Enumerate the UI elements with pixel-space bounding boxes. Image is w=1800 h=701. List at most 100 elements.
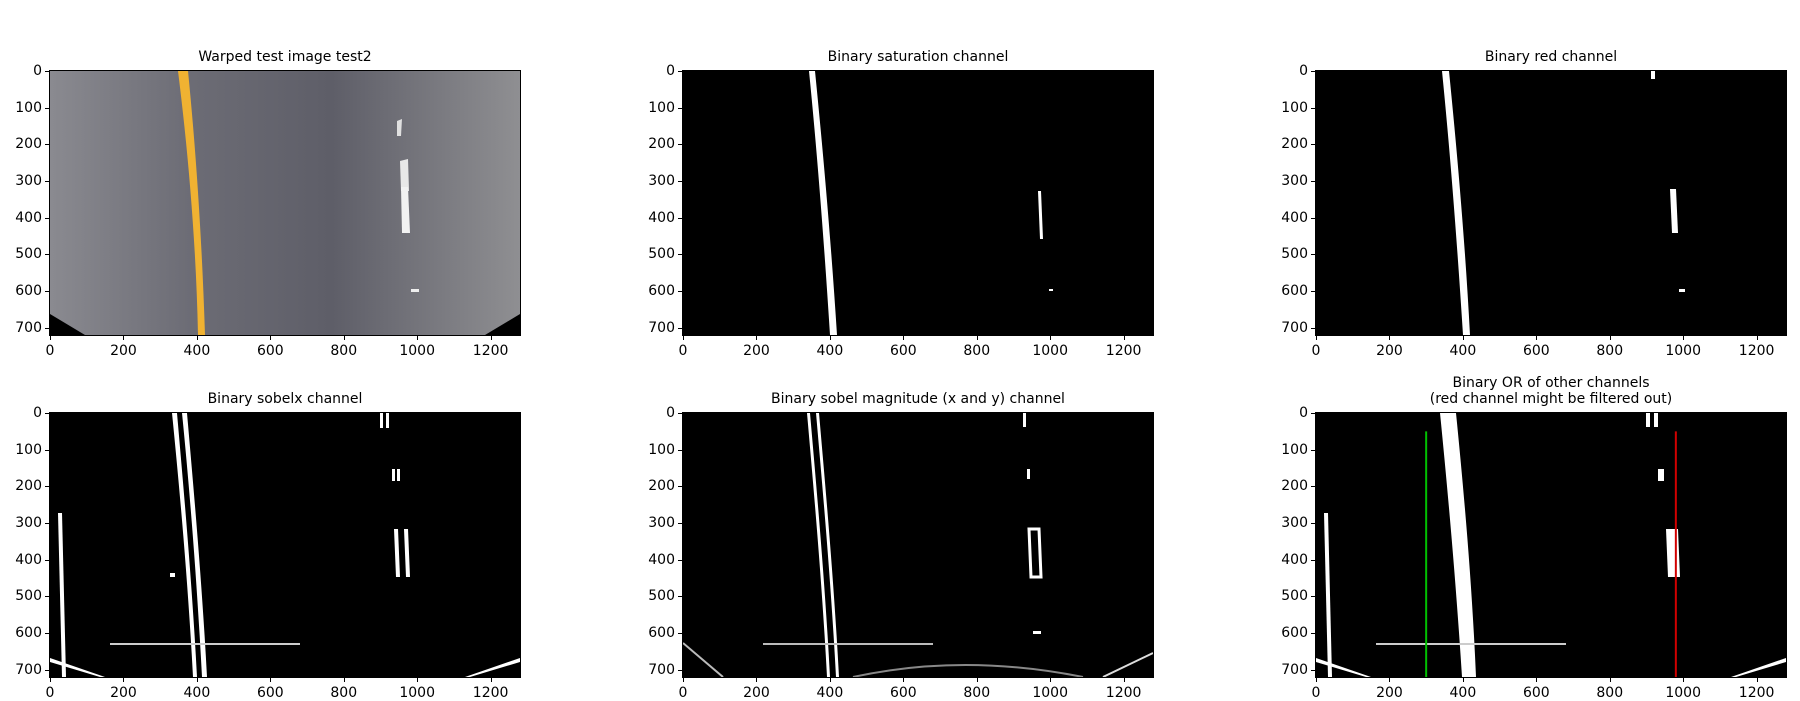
y-tick-label: 0 — [1299, 405, 1308, 421]
x-tick-mark — [976, 677, 978, 682]
y-tick-mark — [1311, 486, 1316, 488]
x-tick-mark — [50, 335, 51, 340]
y-tick-label: 500 — [15, 588, 42, 605]
y-tick-label: 200 — [648, 136, 675, 153]
y-tick-mark — [45, 596, 50, 598]
x-tick-label: 600 — [889, 685, 917, 701]
x-tick-label: 800 — [330, 343, 358, 359]
y-tick-mark — [678, 107, 683, 109]
panel-title: Warped test image test2 — [198, 49, 372, 65]
x-tick-label: 0 — [678, 685, 688, 701]
panel-title: Binary OR of other channels (red channel… — [1429, 375, 1673, 407]
x-tick-label: 200 — [1376, 343, 1403, 359]
y-tick-mark — [1311, 107, 1316, 109]
y-tick-label: 700 — [1281, 319, 1308, 336]
x-tick-label: 0 — [45, 685, 55, 701]
y-tick-mark — [678, 144, 683, 146]
x-tick-mark — [683, 677, 684, 682]
y-tick-mark — [1311, 449, 1316, 451]
y-tick-mark — [45, 217, 50, 219]
y-tick-label: 0 — [1299, 63, 1308, 79]
x-tick-label: 1200 — [472, 343, 509, 359]
x-tick-label: 600 — [256, 685, 284, 701]
x-tick-label: 200 — [1376, 685, 1403, 701]
y-tick-label: 400 — [1281, 209, 1308, 226]
y-tick-label: 700 — [15, 661, 42, 678]
y-tick-mark — [1311, 217, 1316, 219]
x-tick-mark — [1462, 677, 1464, 682]
x-tick-mark — [903, 335, 905, 340]
x-tick-mark — [1316, 677, 1317, 682]
y-tick-label: 400 — [648, 209, 675, 226]
y-tick-label: 300 — [1281, 173, 1308, 189]
y-tick-mark — [678, 254, 683, 256]
y-tick-mark — [678, 596, 683, 598]
x-tick-mark — [1609, 677, 1611, 682]
y-tick-mark — [45, 523, 50, 524]
panel-title: Binary saturation channel — [827, 49, 1009, 65]
warped-road-image — [50, 71, 520, 335]
y-tick-mark — [1311, 181, 1316, 182]
x-tick-mark — [1050, 677, 1052, 682]
x-tick-label: 400 — [183, 343, 211, 359]
y-tick-label: 200 — [1281, 136, 1308, 153]
x-tick-label: 1200 — [1105, 343, 1142, 359]
y-tick-label: 200 — [1281, 478, 1308, 495]
x-tick-label: 600 — [256, 343, 284, 359]
x-tick-mark — [417, 677, 419, 682]
y-tick-label: 600 — [648, 625, 675, 641]
x-tick-label: 1000 — [1665, 685, 1702, 701]
x-tick-mark — [1389, 335, 1391, 340]
panel-title: Binary sobel magnitude (x and y) channel — [771, 391, 1065, 407]
y-tick-label: 200 — [15, 136, 42, 153]
red-plot — [1315, 70, 1787, 336]
x-tick-label: 1000 — [399, 685, 436, 701]
y-tick-mark — [45, 144, 50, 146]
x-tick-mark — [490, 335, 492, 340]
x-tick-mark — [1683, 677, 1685, 682]
y-tick-label: 0 — [666, 63, 675, 79]
y-tick-label: 300 — [648, 173, 675, 189]
x-tick-mark — [1756, 335, 1758, 340]
x-tick-mark — [683, 335, 684, 340]
y-tick-mark — [1311, 291, 1316, 292]
x-tick-mark — [1683, 335, 1685, 340]
panel-title: Binary red channel — [1484, 49, 1618, 65]
y-tick-mark — [1311, 596, 1316, 598]
x-tick-mark — [1609, 335, 1611, 340]
x-tick-label: 800 — [963, 343, 991, 359]
y-tick-label: 500 — [648, 246, 675, 263]
warped-image-plot — [49, 70, 521, 336]
x-tick-mark — [343, 335, 345, 340]
x-tick-label: 400 — [816, 685, 844, 701]
x-tick-mark — [1050, 335, 1052, 340]
binary-or-image — [1316, 413, 1786, 677]
x-tick-mark — [1536, 677, 1538, 682]
x-tick-mark — [829, 677, 831, 682]
x-tick-label: 1200 — [1738, 343, 1775, 359]
x-tick-label: 0 — [678, 343, 688, 359]
y-tick-mark — [678, 291, 683, 292]
binary-or-plot — [1315, 412, 1787, 678]
x-tick-label: 1000 — [1665, 343, 1702, 359]
y-tick-label: 700 — [1281, 661, 1308, 678]
y-tick-label: 0 — [33, 405, 42, 421]
y-tick-mark — [1311, 669, 1316, 671]
y-tick-label: 600 — [15, 625, 42, 641]
y-tick-mark — [45, 327, 50, 329]
y-tick-label: 700 — [648, 319, 675, 336]
y-tick-label: 500 — [1281, 246, 1308, 263]
y-tick-label: 300 — [15, 173, 42, 189]
sobelx-binary-image — [50, 413, 520, 677]
y-tick-mark — [678, 559, 683, 561]
y-tick-mark — [1311, 254, 1316, 256]
y-tick-mark — [45, 413, 50, 414]
y-tick-label: 200 — [15, 478, 42, 495]
y-tick-label: 100 — [1281, 99, 1308, 116]
x-tick-label: 600 — [1522, 685, 1550, 701]
y-tick-label: 200 — [648, 478, 675, 495]
x-tick-label: 200 — [743, 685, 770, 701]
y-tick-label: 500 — [1281, 588, 1308, 605]
x-tick-mark — [490, 677, 492, 682]
x-tick-mark — [903, 677, 905, 682]
